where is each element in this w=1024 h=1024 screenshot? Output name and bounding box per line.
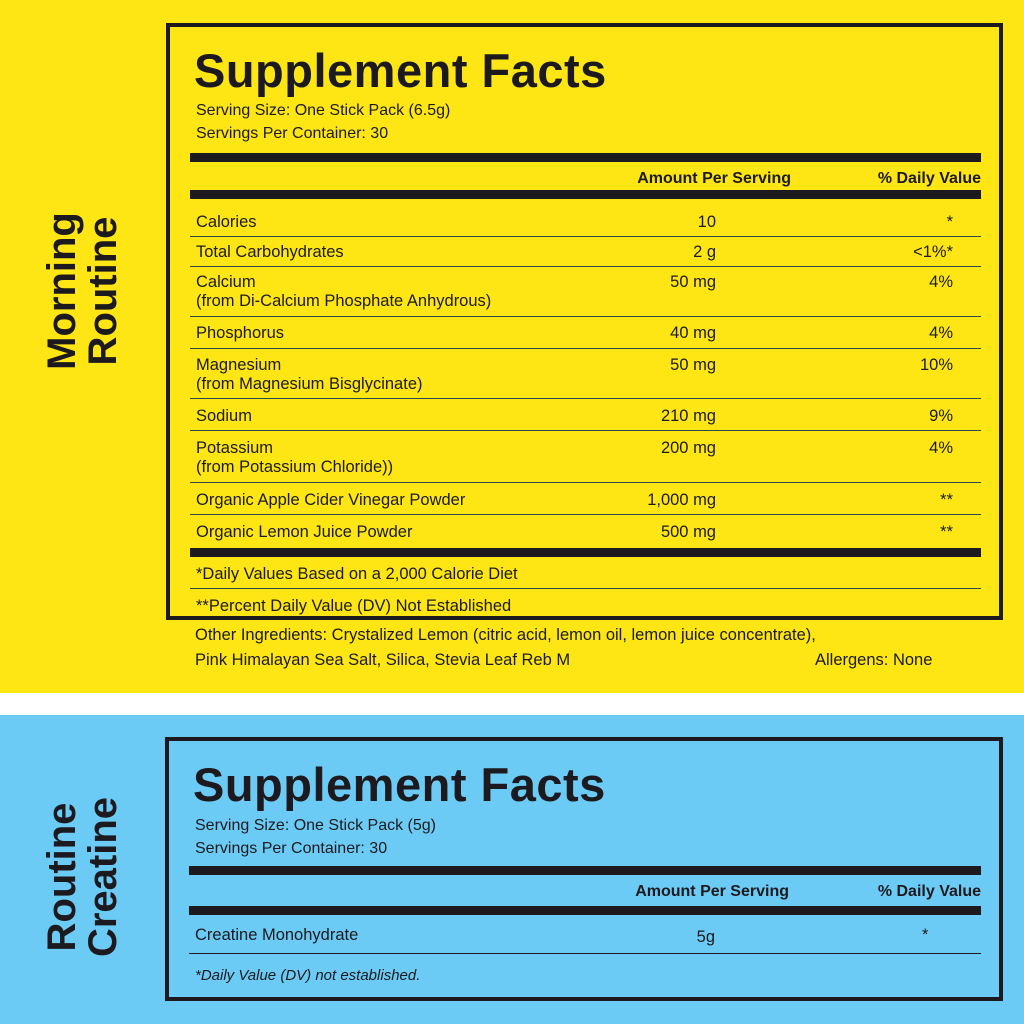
row-divider <box>190 266 981 267</box>
nutrient-source: (from Potassium Chloride)) <box>196 458 394 476</box>
side-label-line: Routine <box>40 802 84 952</box>
nutrient-amount: 2 g <box>693 243 716 261</box>
nutrient-amount: 5g <box>696 928 715 946</box>
row-divider <box>190 514 981 515</box>
nutrient-dv: <1%* <box>913 243 953 261</box>
facts-title: Supplement Facts <box>194 44 607 97</box>
nutrient-name: Calories <box>196 213 257 231</box>
header-daily-value: % Daily Value <box>877 883 981 900</box>
footnote: *Daily Values Based on a 2,000 Calorie D… <box>196 565 518 583</box>
creatine-panel: Routine Creatine Supplement Facts Servin… <box>0 715 1024 1024</box>
nutrient-amount: 200 mg <box>660 439 716 457</box>
nutrient-dv: 9% <box>929 407 953 425</box>
servings-per-container: Servings Per Container: 30 <box>196 125 389 142</box>
row-divider <box>190 348 981 349</box>
nutrient-dv: * <box>922 926 929 944</box>
side-label-line: Creatine <box>81 796 125 958</box>
side-label-line: Routine <box>81 216 125 366</box>
row-divider <box>189 953 981 954</box>
row-divider <box>190 482 981 483</box>
nutrient-amount: 50 mg <box>670 356 716 374</box>
nutrient-source: (from Di-Calcium Phosphate Anhydrous) <box>196 292 492 310</box>
nutrient-name: Phosphorus <box>196 324 285 342</box>
divider-thick <box>189 866 981 875</box>
nutrient-name: Total Carbohydrates <box>196 243 344 261</box>
allergens: Allergens: None <box>815 651 933 669</box>
row-divider <box>190 236 981 237</box>
other-ingredients: Pink Himalayan Sea Salt, Silica, Stevia … <box>195 651 571 669</box>
nutrient-name: Creatine Monohydrate <box>195 926 359 944</box>
servings-per-container: Servings Per Container: 30 <box>195 840 388 857</box>
serving-size: Serving Size: One Stick Pack (6.5g) <box>196 102 451 119</box>
nutrient-dv: ** <box>940 491 953 509</box>
nutrient-name: Sodium <box>196 407 252 425</box>
side-label: Morning Routine <box>40 212 125 370</box>
nutrient-amount: 500 mg <box>660 523 716 541</box>
side-label: Routine Creatine <box>40 796 125 958</box>
header-amount: Amount Per Serving <box>635 883 789 900</box>
nutrient-amount: 10 <box>697 213 716 231</box>
morning-routine-panel: Morning Routine Supplement Facts Serving… <box>0 0 1024 693</box>
nutrient-source: (from Magnesium Bisglycinate) <box>196 375 423 393</box>
nutrient-dv: 4% <box>929 439 953 457</box>
row-divider <box>190 430 981 431</box>
header-amount: Amount Per Serving <box>637 170 791 187</box>
nutrient-amount: 210 mg <box>660 407 716 425</box>
divider-thick <box>190 190 981 199</box>
nutrient-dv: 4% <box>929 324 953 342</box>
nutrient-name: Magnesium <box>196 356 282 374</box>
divider-thick <box>190 153 981 162</box>
divider-thick <box>189 906 981 915</box>
row-divider <box>190 398 981 399</box>
serving-size: Serving Size: One Stick Pack (5g) <box>195 817 436 834</box>
row-divider <box>190 316 981 317</box>
supplement-facts-box: Supplement Facts Serving Size: One Stick… <box>165 737 1003 1001</box>
nutrient-name: Organic Apple Cider Vinegar Powder <box>196 491 466 509</box>
footnote: **Percent Daily Value (DV) Not Establish… <box>196 597 512 615</box>
footnote: *Daily Value (DV) not established. <box>195 967 421 984</box>
nutrient-dv: ** <box>940 523 953 541</box>
nutrient-amount: 1,000 mg <box>647 491 716 509</box>
nutrient-name: Potassium <box>196 439 274 457</box>
nutrient-amount: 40 mg <box>670 324 716 342</box>
nutrient-name: Calcium <box>196 273 256 291</box>
supplement-facts-box: Supplement Facts Serving Size: One Stick… <box>166 23 1003 620</box>
nutrient-dv: * <box>946 213 953 231</box>
header-daily-value: % Daily Value <box>877 170 981 187</box>
nutrient-dv: 4% <box>929 273 953 291</box>
nutrient-name: Organic Lemon Juice Powder <box>196 523 413 541</box>
side-label-line: Morning <box>40 212 84 370</box>
row-divider <box>190 588 981 589</box>
nutrient-dv: 10% <box>919 356 953 374</box>
divider-thick <box>190 548 981 557</box>
other-ingredients: Other Ingredients: Crystalized Lemon (ci… <box>195 626 816 644</box>
facts-title: Supplement Facts <box>193 758 606 811</box>
nutrient-amount: 50 mg <box>670 273 716 291</box>
